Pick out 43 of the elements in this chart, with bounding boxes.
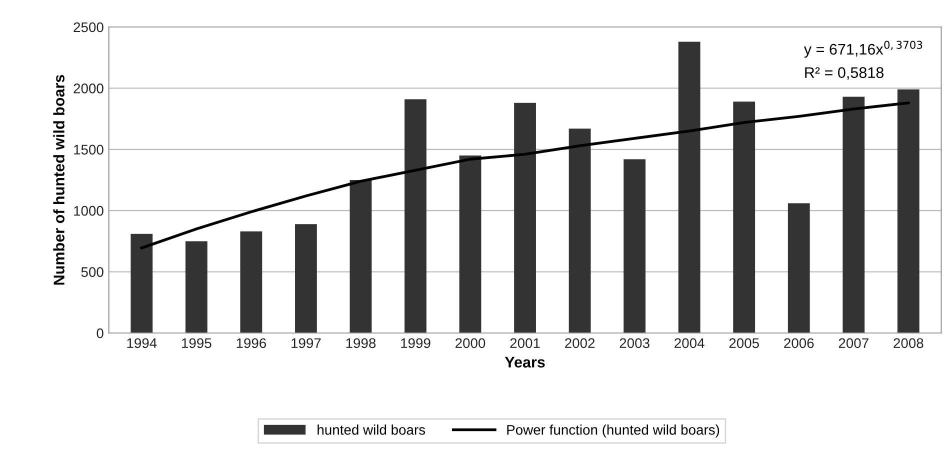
x-tick-label: 1995 — [182, 338, 212, 348]
x-tick-label: 1998 — [346, 338, 376, 348]
x-tick-label: 2000 — [456, 338, 486, 348]
annotation: y = 671,16x$^{0,3703}$ — [804, 40, 922, 58]
y-tick-label: 1500 — [74, 144, 104, 155]
bar — [404, 99, 426, 333]
bar — [459, 156, 482, 333]
legend-label: Power function (hunted wild boars) — [507, 424, 720, 438]
bar — [514, 102, 536, 333]
bar — [240, 231, 262, 333]
bar — [295, 224, 317, 333]
x-tick-label: 1996 — [236, 338, 266, 348]
x-tick-label: 2004 — [674, 338, 704, 348]
x-tick-label: 2002 — [565, 338, 595, 348]
x-tick-label: 2005 — [729, 338, 759, 348]
x-tick-label: 2006 — [784, 338, 814, 348]
x-tick-label: 1999 — [401, 338, 430, 348]
bar — [130, 234, 153, 333]
bar — [788, 203, 810, 333]
bar — [897, 89, 920, 333]
bar — [568, 128, 591, 333]
annotation: R² = 0,5818 — [805, 67, 884, 80]
legend-label: hunted wild boars — [318, 424, 426, 435]
bar — [733, 102, 756, 333]
y-tick-label: 500 — [81, 267, 104, 277]
x-tick-label: 2007 — [838, 338, 868, 348]
y-tick-label: 2000 — [74, 84, 104, 94]
x-tick-label: 1994 — [127, 338, 157, 348]
bar — [842, 96, 865, 333]
bar — [624, 159, 646, 333]
y-tick-label: 1000 — [74, 206, 104, 216]
line-series — [140, 102, 910, 250]
y-tick-label: 2500 — [74, 22, 104, 32]
y-tick-label: 0 — [96, 328, 104, 338]
bar — [350, 180, 372, 333]
y-axis-title: Number of hunted wild boars — [53, 74, 64, 285]
x-tick-label: 2008 — [894, 338, 924, 348]
x-tick-label: 1997 — [292, 338, 321, 348]
x-axis-title: Years — [504, 356, 545, 368]
x-tick-label: 2001 — [510, 338, 540, 348]
bar — [678, 42, 700, 333]
bar — [185, 241, 208, 333]
x-tick-label: 2003 — [620, 338, 650, 348]
